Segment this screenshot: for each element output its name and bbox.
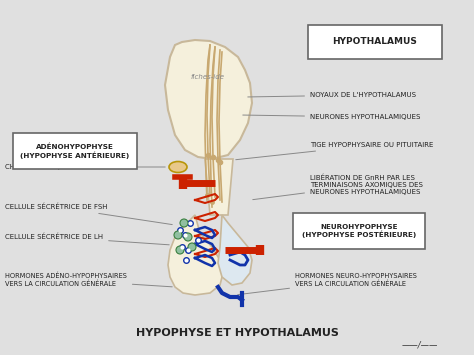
Circle shape	[184, 233, 192, 241]
Text: NEURONES HYPOTHALAMIQUES: NEURONES HYPOTHALAMIQUES	[243, 114, 420, 120]
Text: ——/——: ——/——	[402, 340, 438, 350]
Text: fiches-ide: fiches-ide	[191, 74, 225, 80]
Text: HYPOTHALAMUS: HYPOTHALAMUS	[333, 38, 418, 47]
FancyBboxPatch shape	[308, 25, 442, 59]
Circle shape	[180, 219, 188, 227]
Text: ADÉNOHYPOPHYSE
(HYPOPHYSE ANTÉRIEURE): ADÉNOHYPOPHYSE (HYPOPHYSE ANTÉRIEURE)	[20, 143, 129, 159]
Text: NEUROHYPOPHYSE
(HYPOPHYSE POSTÉRIEURE): NEUROHYPOPHYSE (HYPOPHYSE POSTÉRIEURE)	[302, 224, 416, 239]
Text: CELLULE SÉCRÉTRICE DE FSH: CELLULE SÉCRÉTRICE DE FSH	[5, 204, 172, 225]
Polygon shape	[218, 215, 252, 285]
Circle shape	[188, 243, 196, 251]
Ellipse shape	[169, 162, 187, 173]
Text: NOYAUX DE L'HYPOTHALAMUS: NOYAUX DE L'HYPOTHALAMUS	[248, 92, 416, 98]
Polygon shape	[205, 159, 233, 215]
Text: LIBÉRATION DE GnRH PAR LES
TERMINAISONS AXOMIQUES DES
NEURONES HYPOTHALAMIQUES: LIBÉRATION DE GnRH PAR LES TERMINAISONS …	[253, 175, 423, 200]
Text: HORMONES ADÉNO-HYPOPHYSAIRES
VERS LA CIRCULATION GÉNÉRALE: HORMONES ADÉNO-HYPOPHYSAIRES VERS LA CIR…	[5, 273, 172, 287]
Text: HORMONES NEURO-HYPOPHYSAIRES
VERS LA CIRCULATION GÉNÉRALE: HORMONES NEURO-HYPOPHYSAIRES VERS LA CIR…	[238, 273, 417, 295]
Circle shape	[176, 246, 184, 254]
Polygon shape	[165, 40, 252, 159]
Text: CELLULE SÉCRÉTRICE DE LH: CELLULE SÉCRÉTRICE DE LH	[5, 234, 169, 245]
Text: HYPOPHYSE ET HYPOTHALAMUS: HYPOPHYSE ET HYPOTHALAMUS	[136, 328, 338, 338]
Text: TIGE HYPOPHYSAIRE OU PITUITAIRE: TIGE HYPOPHYSAIRE OU PITUITAIRE	[236, 142, 433, 160]
Text: CHIASMA OPTIQUE: CHIASMA OPTIQUE	[5, 164, 165, 170]
Circle shape	[174, 231, 182, 239]
Polygon shape	[168, 215, 223, 295]
FancyBboxPatch shape	[293, 213, 425, 249]
FancyBboxPatch shape	[13, 133, 137, 169]
